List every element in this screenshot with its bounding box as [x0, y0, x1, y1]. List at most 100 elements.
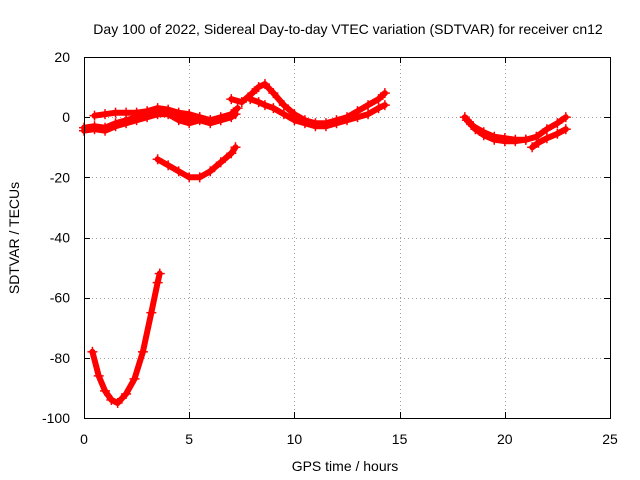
data-point — [215, 157, 226, 168]
data-point — [110, 107, 121, 118]
data-point — [560, 124, 571, 135]
data-point — [373, 103, 384, 114]
data-point — [100, 109, 111, 120]
data-point — [489, 134, 500, 145]
data-point — [226, 94, 237, 105]
series-arc-3 — [89, 103, 226, 126]
data-point — [163, 160, 174, 171]
data-point — [236, 97, 247, 108]
data-point — [100, 125, 111, 136]
series-arc-6 — [152, 142, 241, 183]
data-point — [89, 110, 100, 121]
axis-tick-labels: 0 5 10 15 20 25 20 0 -20 -40 -60 -80 -100 — [42, 49, 618, 447]
data-point — [320, 121, 331, 132]
data-point — [278, 100, 289, 111]
data-point — [215, 115, 226, 126]
data-point — [173, 166, 184, 177]
data-point — [87, 346, 98, 357]
data-point — [226, 148, 237, 159]
data-point — [363, 109, 374, 120]
data-point — [245, 94, 256, 105]
data-point — [194, 172, 205, 183]
series-arc-9 — [461, 115, 531, 147]
x-tick-label: 10 — [287, 431, 303, 447]
series-arc-10 — [527, 124, 571, 153]
data-point — [230, 109, 241, 120]
data-point — [310, 121, 321, 132]
data-point — [259, 100, 270, 111]
axis-ticks — [84, 57, 611, 419]
data-point — [552, 118, 563, 129]
data-point — [93, 370, 104, 381]
data-point — [352, 112, 363, 123]
x-tick-label: 25 — [602, 431, 618, 447]
y-tick-label: 0 — [62, 109, 70, 125]
data-point — [152, 103, 163, 114]
data-point — [205, 115, 216, 126]
data-point — [541, 124, 552, 135]
data-point — [470, 124, 481, 135]
data-point — [89, 124, 100, 135]
data-series — [79, 79, 571, 408]
data-point — [331, 118, 342, 129]
data-point — [106, 394, 117, 405]
data-point — [373, 94, 384, 105]
data-point — [520, 134, 531, 145]
data-point — [152, 154, 163, 165]
data-point — [184, 109, 195, 120]
y-tick-label: -80 — [50, 350, 70, 366]
data-point — [230, 142, 241, 153]
data-point — [527, 142, 538, 153]
data-point — [121, 388, 132, 399]
data-point — [112, 397, 123, 408]
data-point — [268, 103, 279, 114]
series-line — [89, 270, 163, 406]
y-axis-label: SDTVAR / TECUs — [6, 182, 22, 294]
data-point — [194, 112, 205, 123]
data-point — [142, 106, 153, 117]
data-point — [131, 107, 142, 118]
data-point — [510, 136, 521, 147]
data-point — [531, 131, 542, 142]
x-tick-label: 20 — [497, 431, 513, 447]
data-point — [247, 88, 258, 99]
y-tick-label: -100 — [42, 410, 70, 426]
data-point — [278, 109, 289, 120]
data-point — [268, 88, 279, 99]
x-axis-label: GPS time / hours — [292, 458, 399, 474]
data-point — [137, 346, 148, 357]
y-tick-label: -60 — [50, 290, 70, 306]
data-point — [253, 82, 264, 93]
data-point — [342, 115, 352, 126]
data-point — [121, 107, 132, 118]
data-point — [461, 115, 472, 126]
series-arc-5 — [245, 94, 390, 132]
data-point — [184, 172, 195, 183]
data-point — [478, 130, 489, 141]
data-point — [100, 385, 111, 396]
x-tick-label: 15 — [392, 431, 408, 447]
data-point — [121, 118, 132, 129]
data-point — [146, 307, 157, 318]
data-point — [560, 112, 571, 123]
data-point — [499, 136, 510, 147]
y-tick-label: -20 — [50, 169, 70, 185]
x-tick-label: 5 — [185, 431, 193, 447]
data-point — [541, 133, 552, 144]
data-point — [379, 100, 390, 111]
data-point — [184, 118, 195, 129]
data-point — [259, 79, 270, 90]
data-point — [533, 137, 544, 148]
data-point — [299, 118, 310, 129]
data-point — [253, 97, 264, 108]
data-point — [205, 166, 216, 177]
data-point — [363, 100, 374, 111]
series-arc-7 — [87, 268, 165, 408]
data-point — [379, 88, 390, 99]
data-point — [173, 107, 184, 118]
chart-title: Day 100 of 2022, Sidereal Day-to-day VTE… — [93, 21, 603, 37]
data-point — [552, 128, 563, 139]
y-tick-label: -40 — [50, 230, 70, 246]
data-point — [154, 268, 165, 279]
